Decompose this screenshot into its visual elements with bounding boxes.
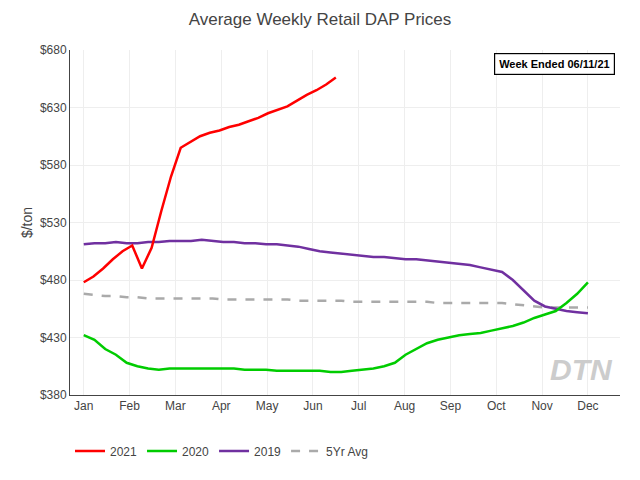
svg-text:2021: 2021 (110, 445, 137, 459)
svg-text:Aug: Aug (394, 399, 415, 413)
svg-text:$630: $630 (40, 101, 67, 115)
svg-text:Mar: Mar (165, 399, 186, 413)
svg-text:DTN: DTN (550, 353, 613, 386)
svg-text:$580: $580 (40, 158, 67, 172)
svg-text:Nov: Nov (531, 399, 552, 413)
svg-text:Feb: Feb (119, 399, 140, 413)
svg-text:Average Weekly Retail DAP Pric: Average Weekly Retail DAP Prices (189, 10, 452, 29)
svg-text:Dec: Dec (577, 399, 598, 413)
svg-text:Apr: Apr (212, 399, 231, 413)
svg-text:2019: 2019 (254, 445, 281, 459)
svg-text:May: May (256, 399, 279, 413)
svg-text:Sep: Sep (440, 399, 462, 413)
svg-text:$430: $430 (40, 331, 67, 345)
svg-text:Jun: Jun (303, 399, 322, 413)
svg-text:$/ton: $/ton (19, 207, 35, 238)
svg-text:$380: $380 (40, 388, 67, 402)
svg-text:$530: $530 (40, 216, 67, 230)
svg-text:$680: $680 (40, 43, 67, 57)
svg-text:2020: 2020 (182, 445, 209, 459)
svg-text:Jan: Jan (74, 399, 93, 413)
svg-text:$480: $480 (40, 273, 67, 287)
svg-text:Jul: Jul (351, 399, 366, 413)
svg-text:5Yr Avg: 5Yr Avg (326, 445, 368, 459)
svg-text:Week Ended 06/11/21: Week Ended 06/11/21 (499, 58, 609, 70)
svg-text:Oct: Oct (487, 399, 506, 413)
